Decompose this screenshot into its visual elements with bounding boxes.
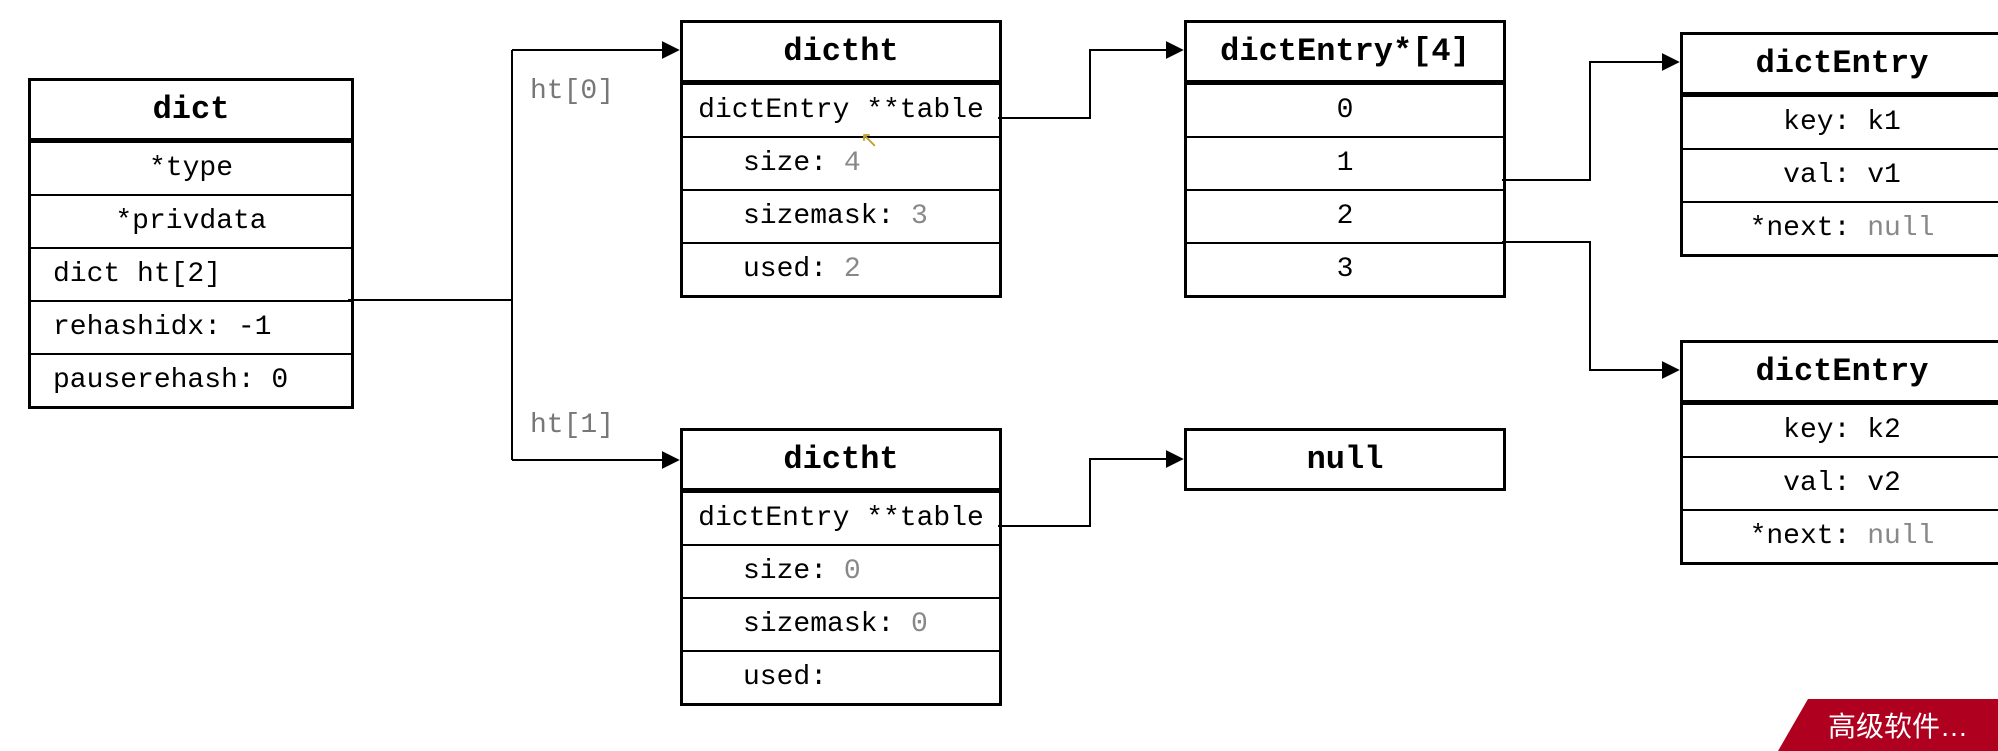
- entry2-val-v: v2: [1867, 468, 1901, 499]
- dictht1-row-used: used:: [683, 650, 999, 703]
- dictht0-title: dictht: [683, 23, 999, 83]
- entry-array-title: dictEntry*[4]: [1187, 23, 1503, 83]
- dict-row-privdata: *privdata: [31, 194, 351, 247]
- dictht0-used-k: used:: [743, 254, 827, 285]
- dict-row-rehashidx: rehashidx: -1: [31, 300, 351, 353]
- dict-box: dict *type *privdata dict ht[2] rehashid…: [28, 78, 354, 409]
- dictht0-size-v: 4: [844, 148, 861, 179]
- ht0-label: ht[0]: [530, 76, 614, 107]
- entry2-row-next: *next: null: [1683, 509, 1998, 562]
- dictht1-sizemask-k: sizemask:: [743, 609, 894, 640]
- dictht0-size-k: size:: [743, 148, 827, 179]
- entry1-val-v: v1: [1867, 160, 1901, 191]
- dictht0-row-table: dictEntry **table: [683, 83, 999, 136]
- entry1-val-k: val:: [1783, 160, 1850, 191]
- dictht0-row-size: size: 4: [683, 136, 999, 189]
- entry1-next-v: null: [1867, 213, 1934, 244]
- dictht1-title: dictht: [683, 431, 999, 491]
- entry1-key-v: k1: [1867, 107, 1901, 138]
- entry-array-row-3: 3: [1187, 242, 1503, 295]
- dictht0-used-v: 2: [844, 254, 861, 285]
- entry2-title: dictEntry: [1683, 343, 1998, 403]
- entry1-key-k: key:: [1783, 107, 1850, 138]
- dictht0-sizemask-v: 3: [911, 201, 928, 232]
- entry2-next-k: *next:: [1750, 521, 1851, 552]
- entry2-row-key: key: k2: [1683, 403, 1998, 456]
- dict-row-ht: dict ht[2]: [31, 247, 351, 300]
- dict-row-type: *type: [31, 141, 351, 194]
- null-box: null: [1184, 428, 1506, 491]
- entry1-row-val: val: v1: [1683, 148, 1998, 201]
- entry2-key-k: key:: [1783, 415, 1850, 446]
- entry2-row-val: val: v2: [1683, 456, 1998, 509]
- entry1-row-key: key: k1: [1683, 95, 1998, 148]
- entry-array-row-0: 0: [1187, 83, 1503, 136]
- entry1-row-next: *next: null: [1683, 201, 1998, 254]
- dictht0-row-sizemask: sizemask: 3: [683, 189, 999, 242]
- entry1-title: dictEntry: [1683, 35, 1998, 95]
- dictht1-row-size: size: 0: [683, 544, 999, 597]
- entry-array-row-1: 1: [1187, 136, 1503, 189]
- entry2-next-v: null: [1867, 521, 1934, 552]
- dictht0-sizemask-k: sizemask:: [743, 201, 894, 232]
- dictht0-box: dictht dictEntry **table size: 4 sizemas…: [680, 20, 1002, 298]
- null-text: null: [1187, 431, 1503, 488]
- dictht1-sizemask-v: 0: [911, 609, 928, 640]
- entry2-val-k: val:: [1783, 468, 1850, 499]
- dictht1-box: dictht dictEntry **table size: 0 sizemas…: [680, 428, 1002, 706]
- watermark-badge: 高级软件…: [1778, 699, 1998, 751]
- dictht1-used-k: used:: [743, 662, 827, 693]
- dictht0-row-used: used: 2: [683, 242, 999, 295]
- ht1-label: ht[1]: [530, 410, 614, 441]
- entry1-box: dictEntry key: k1 val: v1 *next: null: [1680, 32, 1998, 257]
- dict-title: dict: [31, 81, 351, 141]
- entry2-key-v: k2: [1867, 415, 1901, 446]
- dictht1-size-k: size:: [743, 556, 827, 587]
- entry-array-row-2: 2: [1187, 189, 1503, 242]
- entry-array-box: dictEntry*[4] 0 1 2 3: [1184, 20, 1506, 298]
- dictht1-row-sizemask: sizemask: 0: [683, 597, 999, 650]
- entry2-box: dictEntry key: k2 val: v2 *next: null: [1680, 340, 1998, 565]
- dictht1-row-table: dictEntry **table: [683, 491, 999, 544]
- dict-row-pauserehash: pauserehash: 0: [31, 353, 351, 406]
- dictht1-size-v: 0: [844, 556, 861, 587]
- entry1-next-k: *next:: [1750, 213, 1851, 244]
- cursor-icon: ↖: [860, 128, 878, 154]
